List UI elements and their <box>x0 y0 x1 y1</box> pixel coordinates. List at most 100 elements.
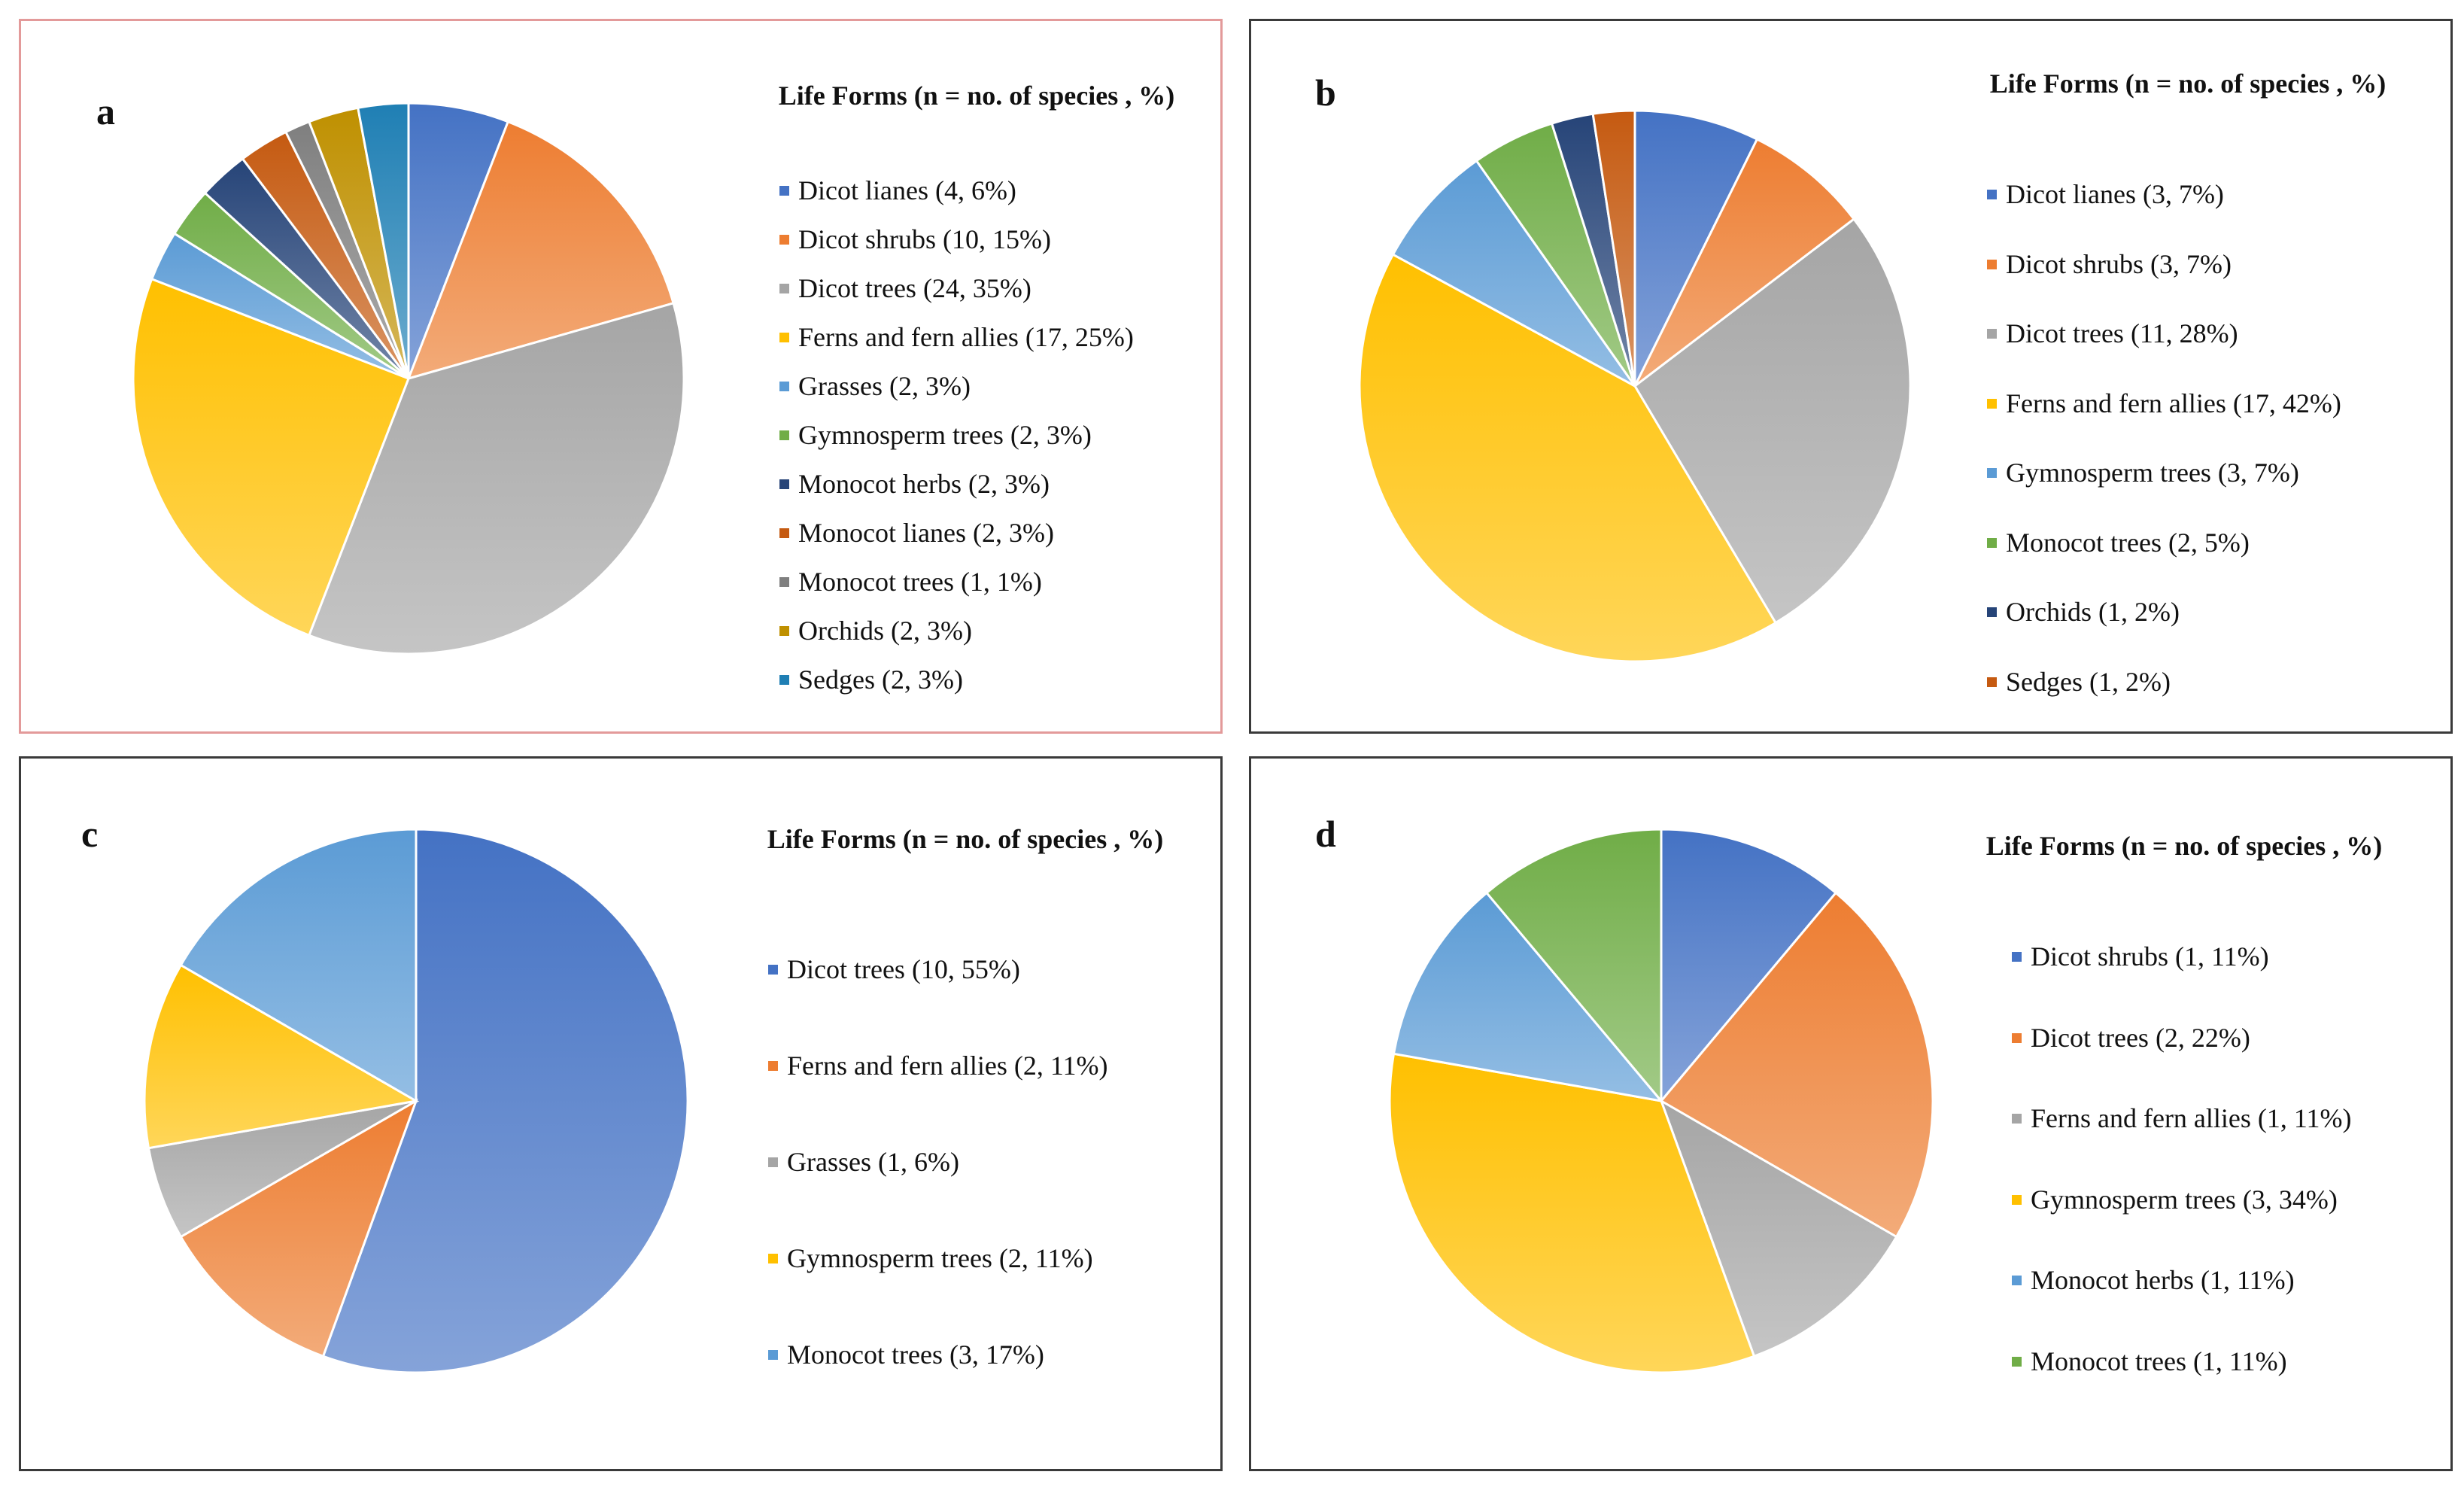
legend-title-b: Life Forms (n = no. of species , %) <box>1989 68 2387 99</box>
legend-swatch <box>1987 677 1997 687</box>
legend-label: Ferns and fern allies (17, 42%) <box>2006 388 2341 418</box>
legend-label: Dicot shrubs (3, 7%) <box>2006 248 2232 279</box>
legend-item-dicot-shrubs: Dicot shrubs (10, 15%) <box>779 224 1051 254</box>
legend-swatch <box>779 675 789 685</box>
legend-swatch <box>768 1157 778 1167</box>
legend-swatch <box>779 235 789 245</box>
legend-label: Monocot trees (2, 5%) <box>2006 527 2250 558</box>
legend-item-orchids: Orchids (2, 3%) <box>779 616 972 646</box>
legend-label: Gymnosperm trees (2, 11%) <box>787 1243 1093 1273</box>
pie-slice-ferns-and-fern-allies <box>1659 1098 1898 1358</box>
legend-swatch <box>768 965 778 975</box>
legend-item-monocot-trees: Monocot trees (2, 5%) <box>1987 528 2250 558</box>
legend-label: Ferns and fern allies (17, 25%) <box>798 322 1134 352</box>
legend-item-grasses: Grasses (1, 6%) <box>768 1147 959 1177</box>
legend-swatch <box>1987 607 1997 617</box>
legend-title-a: Life Forms (n = no. of species , %) <box>778 81 1175 111</box>
legend-swatch <box>779 577 789 587</box>
legend-label: Dicot trees (24, 35%) <box>798 273 1031 303</box>
pie-slice-dicot-shrubs <box>406 120 675 381</box>
legend-label: Grasses (1, 6%) <box>787 1147 959 1177</box>
pie-slice-dicot-shrubs <box>1660 828 1838 1105</box>
legend-title-d: Life Forms (n = no. of species , %) <box>1985 831 2383 861</box>
legend-label: Monocot herbs (2, 3%) <box>798 469 1050 499</box>
legend-item-dicot-trees: Dicot trees (2, 22%) <box>2012 1023 2250 1053</box>
legend-item-monocot-herbs: Monocot herbs (1, 11%) <box>2012 1265 2295 1295</box>
legend-item-sedges: Sedges (1, 2%) <box>1987 667 2171 697</box>
chart-panel-a[interactable]: a Life Forms (n = no. of species , %) Di… <box>19 19 1223 734</box>
legend-item-monocot-trees: Monocot trees (1, 1%) <box>779 567 1042 597</box>
pie-slice-dicot-trees <box>321 828 689 1374</box>
legend-swatch <box>779 382 789 391</box>
legend-label: Monocot trees (1, 11%) <box>2031 1346 2287 1376</box>
legend-label: Ferns and fern allies (1, 11%) <box>2031 1103 2352 1133</box>
legend-swatch <box>2012 1194 2022 1205</box>
pie-slice-dicot-trees <box>307 301 685 655</box>
pie-slice-monocot-trees <box>179 828 418 1103</box>
legend-label: Monocot trees (3, 17%) <box>787 1339 1044 1370</box>
legend-label: Gymnosperm trees (3, 34%) <box>2031 1184 2338 1215</box>
pie-slice-sedges <box>1591 109 1636 387</box>
legend-swatch <box>779 528 789 538</box>
legend-label: Orchids (1, 2%) <box>2006 597 2180 627</box>
chart-panel-d[interactable]: d Life Forms (n = no. of species , %) Di… <box>1249 756 2453 1471</box>
panel-letter-d: d <box>1315 813 1336 855</box>
legend-label: Monocot lianes (2, 3%) <box>798 518 1054 548</box>
legend-label: Grasses (2, 3%) <box>798 371 971 401</box>
legend-swatch <box>1987 259 1997 269</box>
legend-item-gymnosperm-trees: Gymnosperm trees (2, 3%) <box>779 420 1092 450</box>
pie-slice-ferns-and-fern-allies <box>132 277 410 637</box>
panel-letter-c: c <box>81 813 99 855</box>
legend-label: Ferns and fern allies (2, 11%) <box>787 1051 1108 1081</box>
legend-label: Dicot trees (2, 22%) <box>2031 1022 2250 1053</box>
chart-panel-c[interactable]: c Life Forms (n = no. of species , %) Di… <box>19 756 1223 1471</box>
legend-item-monocot-trees: Monocot trees (3, 17%) <box>768 1339 1044 1370</box>
legend-swatch <box>2012 1276 2022 1285</box>
pie-chart-a <box>132 102 685 655</box>
pie-chart-c <box>143 828 689 1374</box>
legend-swatch <box>779 284 789 293</box>
pie-slice-dicot-lianes <box>1633 109 1759 387</box>
pie-slice-dicot-lianes <box>407 102 510 379</box>
legend-swatch <box>2012 952 2022 962</box>
legend-swatch <box>2012 1114 2022 1124</box>
legend-item-dicot-trees: Dicot trees (24, 35%) <box>779 273 1031 303</box>
legend-item-ferns-and-fern-allies: Ferns and fern allies (17, 42%) <box>1987 388 2341 418</box>
legend-swatch <box>2012 1032 2022 1043</box>
legend-item-monocot-trees: Monocot trees (1, 11%) <box>2012 1346 2287 1376</box>
pie-slice-ferns-and-fern-allies <box>1358 253 1778 663</box>
legend-swatch <box>779 626 789 636</box>
legend-item-gymnosperm-trees: Gymnosperm trees (3, 34%) <box>2012 1184 2338 1215</box>
legend-item-grasses: Grasses (2, 3%) <box>779 371 971 401</box>
legend-item-dicot-lianes: Dicot lianes (4, 6%) <box>779 175 1016 205</box>
pie-slice-monocot-herbs <box>1392 891 1664 1103</box>
legend-swatch <box>779 479 789 489</box>
legend-item-ferns-and-fern-allies: Ferns and fern allies (2, 11%) <box>768 1051 1108 1081</box>
legend-swatch <box>779 333 789 342</box>
panel-letter-a: a <box>96 90 115 132</box>
legend-label: Gymnosperm trees (3, 7%) <box>2006 458 2299 488</box>
pie-chart-d <box>1388 828 1934 1374</box>
legend-item-monocot-lianes: Monocot lianes (2, 3%) <box>779 518 1054 548</box>
pie-slice-gymnosperm-trees <box>1391 159 1636 388</box>
legend-swatch <box>768 1061 778 1071</box>
legend-swatch <box>1987 329 1997 339</box>
pie-slice-dicot-trees <box>1659 891 1934 1239</box>
legend-item-ferns-and-fern-allies: Ferns and fern allies (1, 11%) <box>2012 1103 2352 1133</box>
legend-item-dicot-trees: Dicot trees (10, 55%) <box>768 954 1020 984</box>
legend-item-dicot-trees: Dicot trees (11, 28%) <box>1987 318 2238 348</box>
chart-panel-b[interactable]: b Life Forms (n = no. of species , %) Di… <box>1249 19 2453 734</box>
legend-swatch <box>768 1350 778 1360</box>
legend-item-dicot-lianes: Dicot lianes (3, 7%) <box>1987 179 2224 209</box>
legend-label: Dicot shrubs (10, 15%) <box>798 224 1051 254</box>
legend-label: Dicot lianes (3, 7%) <box>2006 179 2224 209</box>
legend-label: Dicot lianes (4, 6%) <box>798 175 1016 205</box>
legend-title-c: Life Forms (n = no. of species , %) <box>767 824 1164 854</box>
legend-label: Sedges (2, 3%) <box>798 664 963 695</box>
pie-slice-dicot-shrubs <box>1633 137 1856 388</box>
legend-label: Dicot trees (11, 28%) <box>2006 318 2238 348</box>
pie-slice-ferns-and-fern-allies <box>179 1098 418 1358</box>
legend-swatch <box>1987 537 1997 548</box>
legend-label: Monocot trees (1, 1%) <box>798 567 1042 597</box>
legend-label: Monocot herbs (1, 11%) <box>2031 1265 2295 1295</box>
